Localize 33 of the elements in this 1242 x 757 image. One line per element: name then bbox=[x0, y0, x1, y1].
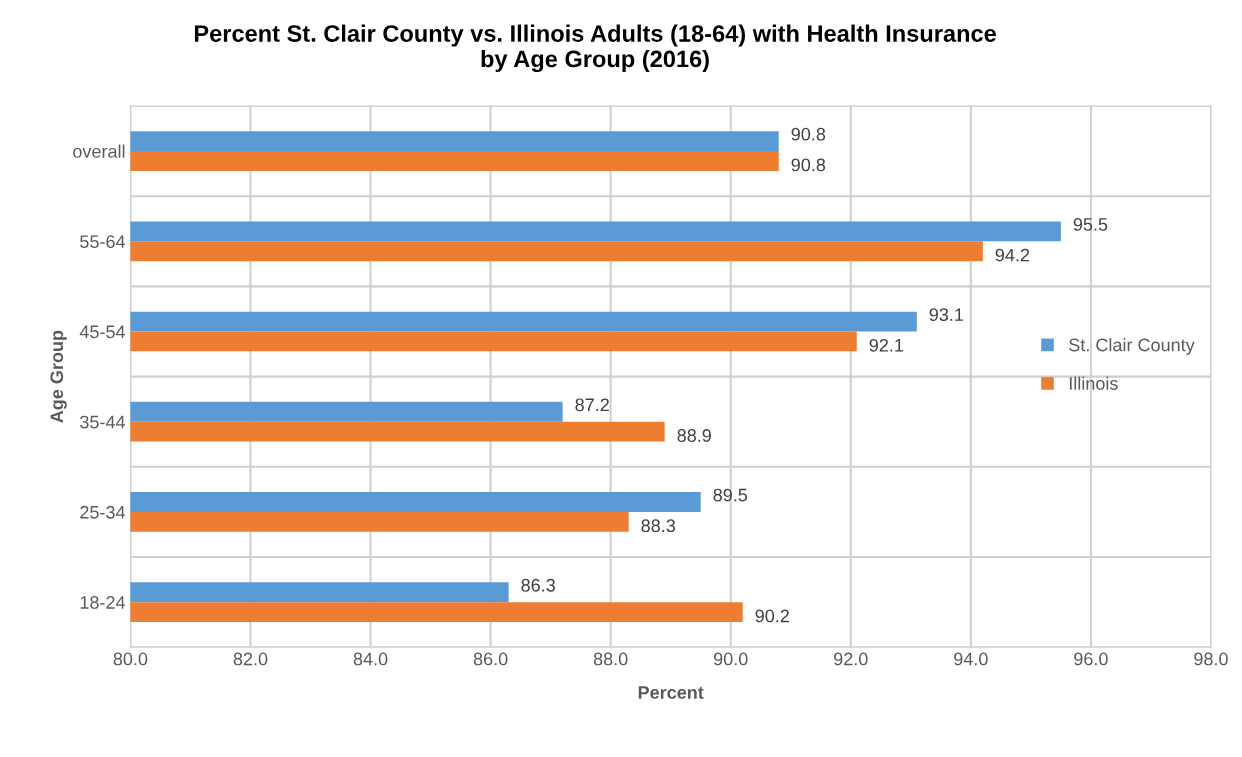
legend-label: Illinois bbox=[1069, 376, 1118, 390]
x-tick-label: 86.0 bbox=[473, 652, 508, 666]
data-label: 86.3 bbox=[521, 578, 555, 592]
data-label: 93.1 bbox=[929, 308, 964, 322]
data-label: 92.1 bbox=[869, 338, 904, 352]
x-tick-label: 98.0 bbox=[1194, 652, 1228, 666]
data-label: 89.5 bbox=[713, 488, 748, 502]
data-label: 88.9 bbox=[677, 429, 711, 442]
y-tick-label: 35-44 bbox=[80, 415, 126, 429]
data-label: 88.3 bbox=[641, 519, 676, 533]
x-tick-label: 92.0 bbox=[834, 652, 868, 666]
y-tick-label: 55-64 bbox=[80, 235, 126, 249]
legend-label: St. Clair County bbox=[1069, 338, 1195, 355]
x-tick-label: 84.0 bbox=[353, 652, 388, 666]
data-label: 90.2 bbox=[755, 609, 789, 623]
x-tick-label: 90.0 bbox=[713, 652, 748, 666]
data-label: 90.8 bbox=[791, 127, 826, 141]
data-label: 94.2 bbox=[995, 248, 1030, 262]
x-tick-label: 96.0 bbox=[1074, 652, 1108, 666]
x-tick-label: 80.0 bbox=[113, 652, 148, 666]
data-label: 90.8 bbox=[791, 158, 826, 172]
x-tick-label: 88.0 bbox=[593, 652, 628, 666]
x-tick-label: 82.0 bbox=[233, 652, 268, 666]
y-tick-label: 18-24 bbox=[80, 596, 126, 609]
y-axis-title: Age Group bbox=[50, 330, 67, 423]
y-tick-label: overall bbox=[73, 144, 125, 158]
chart-title: Percent St. Clair County vs. Illinois Adults (18-64) with Health Insurance by Age Group (2016) bbox=[194, 24, 996, 73]
data-label: 95.5 bbox=[1073, 218, 1108, 231]
data-label: 87.2 bbox=[575, 398, 609, 412]
y-tick-label: 45-54 bbox=[79, 325, 126, 339]
x-axis-title: Percent bbox=[638, 686, 704, 699]
x-tick-label: 94.0 bbox=[954, 652, 988, 666]
y-tick-label: 25-34 bbox=[80, 505, 126, 519]
